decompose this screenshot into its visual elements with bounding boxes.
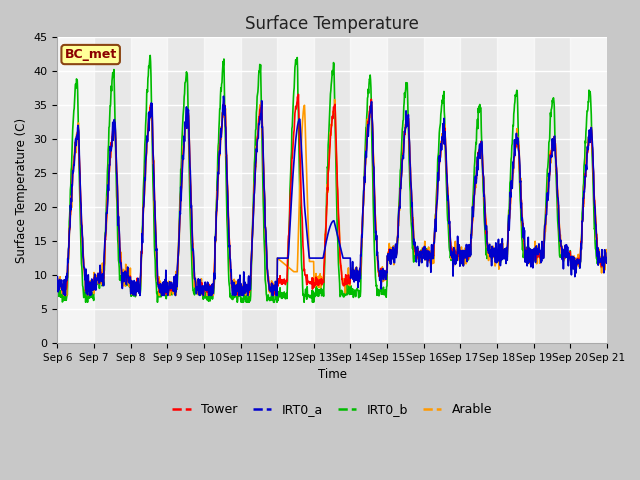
Arable bbox=[237, 289, 245, 295]
Bar bbox=[131, 37, 167, 343]
Tower bbox=[419, 249, 426, 254]
Tower bbox=[538, 249, 546, 254]
Bar bbox=[58, 37, 94, 343]
Bar bbox=[351, 37, 387, 343]
IRT0_a bbox=[163, 281, 170, 287]
Arable bbox=[603, 253, 611, 259]
Bar bbox=[497, 37, 534, 343]
IRT0_a bbox=[86, 293, 93, 299]
IRT0_b bbox=[238, 295, 246, 301]
Arable bbox=[419, 251, 426, 256]
IRT0_a bbox=[54, 274, 61, 279]
IRT0_a bbox=[220, 93, 227, 99]
IRT0_b bbox=[490, 252, 498, 257]
Arable bbox=[176, 215, 184, 220]
IRT0_a bbox=[238, 289, 246, 295]
Bar bbox=[424, 37, 460, 343]
Line: Tower: Tower bbox=[58, 94, 607, 295]
IRT0_b bbox=[177, 188, 184, 193]
IRT0_b bbox=[603, 256, 611, 262]
IRT0_b bbox=[419, 248, 426, 254]
X-axis label: Time: Time bbox=[317, 368, 347, 381]
Legend: Tower, IRT0_a, IRT0_b, Arable: Tower, IRT0_a, IRT0_b, Arable bbox=[168, 398, 497, 421]
Line: Arable: Arable bbox=[58, 99, 607, 296]
Tower bbox=[163, 291, 170, 297]
Tower bbox=[176, 220, 184, 226]
IRT0_a bbox=[490, 245, 498, 251]
Text: BC_met: BC_met bbox=[65, 48, 116, 61]
Tower bbox=[234, 292, 241, 298]
Title: Surface Temperature: Surface Temperature bbox=[245, 15, 419, 33]
IRT0_a bbox=[538, 248, 546, 253]
Tower bbox=[603, 257, 611, 263]
Tower bbox=[294, 91, 302, 97]
IRT0_a bbox=[419, 248, 426, 254]
Bar bbox=[570, 37, 607, 343]
IRT0_b bbox=[54, 291, 61, 297]
Tower bbox=[54, 281, 61, 287]
IRT0_b bbox=[82, 300, 90, 305]
Arable bbox=[163, 288, 170, 293]
Arable bbox=[54, 286, 61, 292]
IRT0_b bbox=[163, 287, 171, 293]
IRT0_b bbox=[538, 248, 546, 254]
Line: IRT0_a: IRT0_a bbox=[58, 96, 607, 296]
Line: IRT0_b: IRT0_b bbox=[58, 55, 607, 302]
Bar bbox=[204, 37, 241, 343]
IRT0_a bbox=[176, 209, 184, 215]
Arable bbox=[60, 293, 68, 299]
Arable bbox=[538, 251, 546, 256]
Tower bbox=[237, 290, 245, 296]
Tower bbox=[490, 252, 498, 257]
Y-axis label: Surface Temperature (C): Surface Temperature (C) bbox=[15, 118, 28, 263]
IRT0_b bbox=[147, 52, 154, 58]
Arable bbox=[331, 96, 339, 102]
Bar bbox=[277, 37, 314, 343]
Arable bbox=[490, 245, 498, 251]
IRT0_a bbox=[603, 255, 611, 261]
